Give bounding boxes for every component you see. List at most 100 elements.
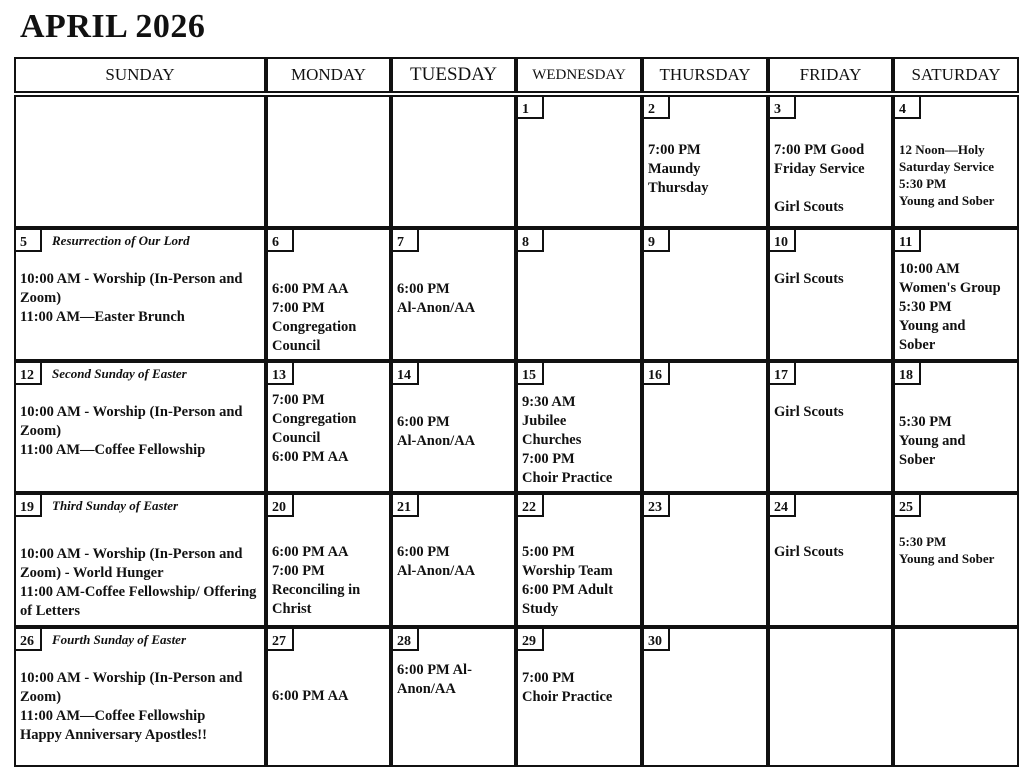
day-cell: 27 6:00 PM AA (266, 627, 391, 767)
event-list: 6:00 PM Al-Anon/AA (397, 281, 476, 316)
event-list: 10:00 AM - Worship (In-Person and Zoom) … (20, 404, 243, 458)
day-cell (14, 95, 266, 228)
event-list: 10:00 AM - Worship (In-Person and Zoom) … (20, 271, 243, 325)
day-number: 8 (518, 230, 544, 252)
day-cell: 14 6:00 PM Al-Anon/AA (391, 361, 516, 493)
day-cell: 4 12 Noon—Holy Saturday Service 5:30 PM Y… (893, 95, 1019, 228)
event-list: 7:00 PM Maundy Thursday (648, 142, 709, 196)
event-list: 6:00 PM AA 7:00 PM Congregation Council (272, 281, 357, 354)
weekday-header-thursday: THURSDAY (642, 57, 768, 93)
day-number: 28 (393, 629, 419, 651)
day-number: 1 (518, 97, 544, 119)
weekday-header-monday: MONDAY (266, 57, 391, 93)
day-cell: 26 Fourth Sunday of Easter 10:00 AM - Wors… (14, 627, 266, 767)
event-list: 10:00 AM - Worship (In-Person and Zoom) … (20, 670, 243, 743)
event-list: 10:00 AM - Worship (In-Person and Zoom) … (20, 546, 257, 619)
day-cell (893, 627, 1019, 767)
day-cell: 7 6:00 PM Al-Anon/AA (391, 228, 516, 361)
day-number: 20 (268, 495, 294, 517)
event-list: 7:00 PM Congregation Council 6:00 PM AA (272, 392, 357, 465)
event-list: 6:00 PM AA 7:00 PM Reconciling in Christ (272, 544, 361, 617)
event-list: 12 Noon—Holy Saturday Service 5:30 PM Yo… (899, 142, 995, 208)
event-list: 5:30 PM Young and Sober (899, 414, 966, 468)
day-cell: 23 (642, 493, 768, 627)
event-list: 6:00 PM AA (272, 688, 349, 704)
day-number: 18 (895, 363, 921, 385)
event-list: 7:00 PM Choir Practice (522, 670, 613, 705)
day-cell: 13 7:00 PM Congregation Council 6:00 PM A… (266, 361, 391, 493)
day-cell: 11 10:00 AM Women's Group 5:30 PM Young a… (893, 228, 1019, 361)
day-cell (768, 627, 893, 767)
event-list: 6:00 PM Al-Anon/AA (397, 414, 476, 449)
day-number: 5 (16, 230, 42, 252)
liturgical-note: Second Sunday of Easter (52, 366, 187, 381)
day-number: 24 (770, 495, 796, 517)
event-list: 6:00 PM Al-Anon/AA (397, 662, 472, 697)
day-number: 29 (518, 629, 544, 651)
weekday-header-friday: FRIDAY (768, 57, 893, 93)
day-number: 14 (393, 363, 419, 385)
day-cell: 3 7:00 PM Good Friday Service Girl Scouts (768, 95, 893, 228)
day-number: 17 (770, 363, 796, 385)
day-number: 2 (644, 97, 670, 119)
day-cell: 1 (516, 95, 642, 228)
event-list: 9:30 AM Jubilee Churches 7:00 PM Choir P… (522, 394, 613, 486)
event-list: Girl Scouts (774, 271, 844, 287)
event-list: Girl Scouts (774, 544, 844, 560)
day-number: 10 (770, 230, 796, 252)
day-number: 7 (393, 230, 419, 252)
day-number: 19 (16, 495, 42, 517)
event-list: 7:00 PM Good Friday Service Girl Scouts (774, 142, 865, 215)
day-cell: 12 Second Sunday of Easter 10:00 AM - Wors… (14, 361, 266, 493)
day-cell: 18 5:30 PM Young and Sober (893, 361, 1019, 493)
day-number: 22 (518, 495, 544, 517)
day-cell: 29 7:00 PM Choir Practice (516, 627, 642, 767)
day-cell: 30 (642, 627, 768, 767)
liturgical-note: Fourth Sunday of Easter (52, 632, 187, 647)
day-number: 3 (770, 97, 796, 119)
day-cell: 17 Girl Scouts (768, 361, 893, 493)
day-cell: 9 (642, 228, 768, 361)
liturgical-note: Third Sunday of Easter (52, 498, 179, 513)
day-cell: 10 Girl Scouts (768, 228, 893, 361)
day-number: 30 (644, 629, 670, 651)
day-cell: 2 7:00 PM Maundy Thursday (642, 95, 768, 228)
weekday-header-tuesday: TUESDAY (391, 57, 516, 93)
day-number: 26 (16, 629, 42, 651)
weekday-header-sunday: SUNDAY (14, 57, 266, 93)
weekday-header-wednesday: WEDNESDAY (516, 57, 642, 93)
liturgical-note: Resurrection of Our Lord (52, 233, 190, 248)
day-number: 12 (16, 363, 42, 385)
day-cell: 20 6:00 PM AA 7:00 PM Reconciling in Chri… (266, 493, 391, 627)
event-list: 5:30 PM Young and Sober (899, 534, 995, 566)
day-number: 9 (644, 230, 670, 252)
day-number: 15 (518, 363, 544, 385)
event-list: Girl Scouts (774, 404, 844, 420)
day-number: 23 (644, 495, 670, 517)
day-cell: 5 Resurrection of Our Lord 10:00 AM - Wors… (14, 228, 266, 361)
day-cell: 28 6:00 PM Al-Anon/AA (391, 627, 516, 767)
day-cell (266, 95, 391, 228)
day-cell: 24 Girl Scouts (768, 493, 893, 627)
day-number: 4 (895, 97, 921, 119)
day-number: 25 (895, 495, 921, 517)
event-list: 5:00 PM Worship Team 6:00 PM Adult Study (522, 544, 614, 617)
weekday-header-saturday: SATURDAY (893, 57, 1019, 93)
day-number: 6 (268, 230, 294, 252)
day-number: 13 (268, 363, 294, 385)
day-cell: 8 (516, 228, 642, 361)
day-cell: 21 6:00 PM Al-Anon/AA (391, 493, 516, 627)
calendar-title: APRIL 2026 (20, 8, 206, 45)
day-number: 11 (895, 230, 921, 252)
day-cell (391, 95, 516, 228)
day-number: 16 (644, 363, 670, 385)
event-list: 10:00 AM Women's Group 5:30 PM Young and… (899, 261, 1001, 353)
day-cell: 22 5:00 PM Worship Team 6:00 PM Adult Stu… (516, 493, 642, 627)
day-number: 21 (393, 495, 419, 517)
day-cell: 25 5:30 PM Young and Sober (893, 493, 1019, 627)
event-list: 6:00 PM Al-Anon/AA (397, 544, 476, 579)
day-number: 27 (268, 629, 294, 651)
day-cell: 19 Third Sunday of Easter 10:00 AM - Worsh… (14, 493, 266, 627)
day-cell: 6 6:00 PM AA 7:00 PM Congregation Council (266, 228, 391, 361)
day-cell: 16 (642, 361, 768, 493)
